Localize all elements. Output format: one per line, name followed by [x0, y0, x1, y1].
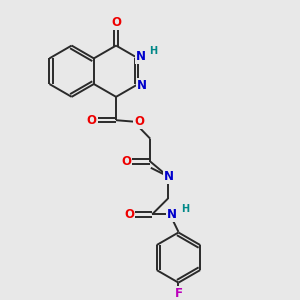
Text: O: O: [121, 155, 131, 168]
Text: N: N: [164, 170, 173, 183]
Text: H: H: [181, 203, 189, 214]
Text: O: O: [124, 208, 134, 221]
Text: O: O: [111, 16, 121, 29]
Text: N: N: [137, 79, 147, 92]
Text: N: N: [167, 208, 177, 221]
Text: F: F: [175, 287, 182, 300]
Text: N: N: [136, 50, 146, 64]
Text: H: H: [149, 46, 157, 56]
Text: O: O: [134, 115, 144, 128]
Text: O: O: [87, 114, 97, 127]
